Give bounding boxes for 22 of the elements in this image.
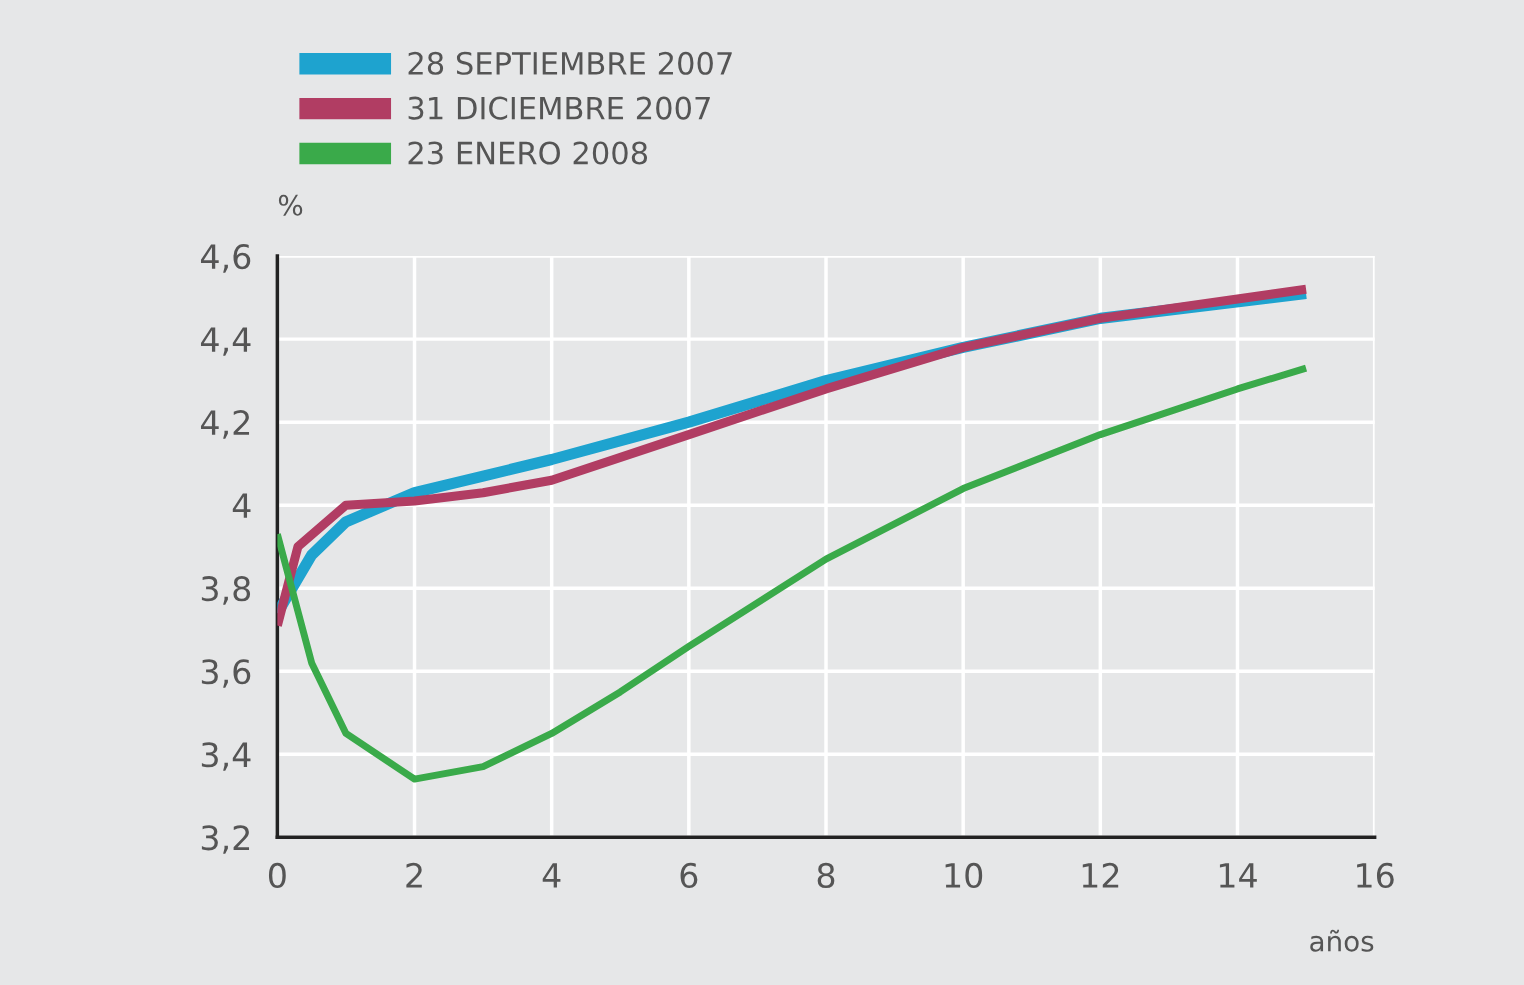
y-tick-label: 4 [232,493,251,518]
x-tick-label: 10 [945,862,983,889]
x-axis-title: años [1310,929,1374,952]
y-tick-label: 4,6 [200,244,251,273]
x-tick-label: 0 [268,862,286,889]
y-axis-title: % [278,194,303,216]
x-tick-label: 8 [817,862,835,889]
legend-label: 31 DICIEMBRE 2007 [408,96,710,120]
y-tick-label: 3,4 [201,742,251,771]
x-tick-label: 6 [680,862,698,889]
y-tick-label: 3,8 [201,576,251,605]
x-tick-label: 16 [1357,862,1394,889]
x-tick-label: 14 [1219,863,1257,888]
x-tick-label: 4 [542,863,561,888]
y-tick-label: 4,2 [200,410,250,439]
x-tick-label: 2 [406,862,422,888]
y-tick-label: 4,4 [200,327,251,356]
y-tick-label: 3,2 [201,825,250,854]
y-tick-label: 3,6 [201,659,251,688]
legend-label: 23 ENERO 2008 [408,141,648,165]
legend-label: 28 SEPTIEMBRE 2007 [408,51,732,75]
x-tick-label: 12 [1082,862,1119,888]
